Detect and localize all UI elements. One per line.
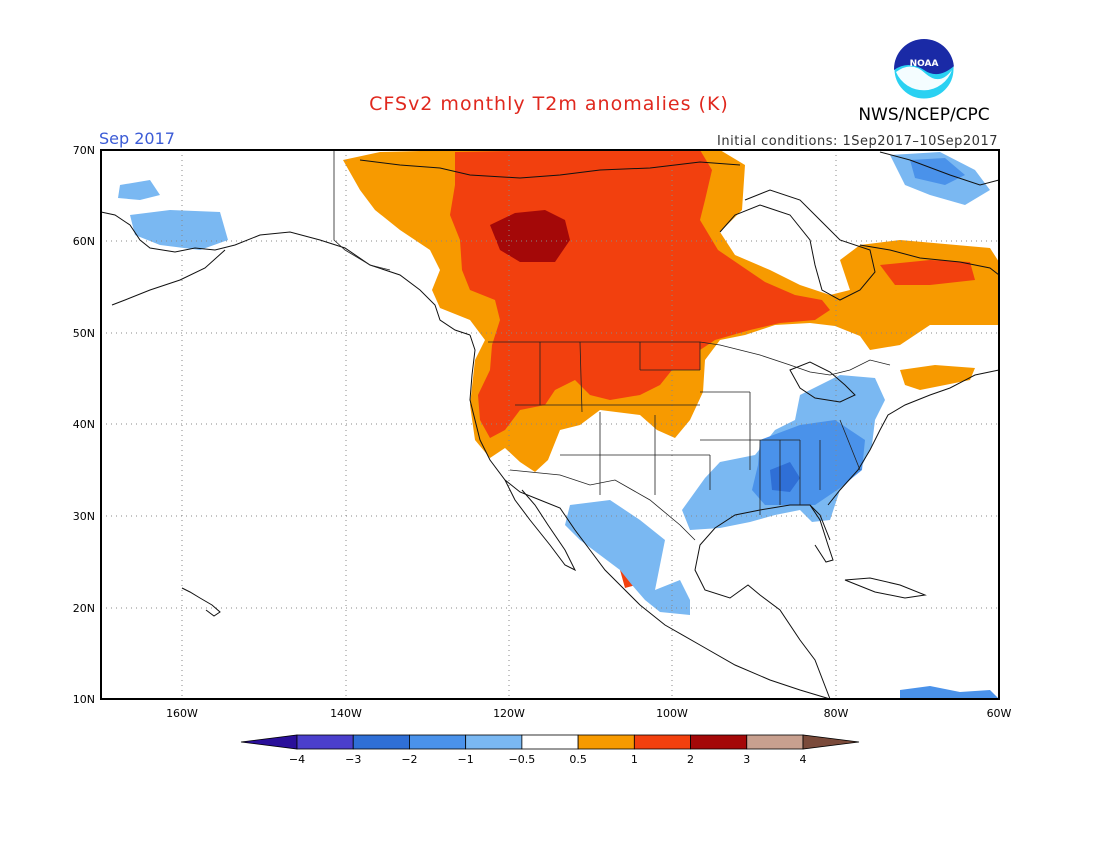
colorbar-arrow-max <box>802 734 860 750</box>
colorbar-tick-label: −1 <box>458 753 474 766</box>
map-title: CFSv2 monthly T2m anomalies (K) <box>369 93 729 115</box>
initial-conditions: Initial conditions: 1Sep2017–10Sep2017 <box>717 134 998 149</box>
lat-label: 60N <box>73 235 95 248</box>
logo-text: NOAA <box>910 59 939 69</box>
cool-anomaly-caribbean <box>900 686 999 699</box>
colorbar-tick-label: 2 <box>687 753 694 766</box>
lon-label: 100W <box>656 707 688 720</box>
greenland-coast <box>879 151 1000 186</box>
colorbar-tick-label: −3 <box>345 753 361 766</box>
colorbar-tick-label: 1 <box>631 753 638 766</box>
us-canada-border <box>488 341 891 376</box>
state-lines <box>515 341 861 515</box>
colorbar-swatch <box>521 734 579 750</box>
colorbar-swatch <box>409 734 467 750</box>
warm-anomaly-east-canada-red <box>880 260 975 285</box>
alaska-coast <box>100 211 471 336</box>
east-coast <box>827 369 1000 506</box>
warm-anomaly-east-canada <box>900 365 975 390</box>
colorbar-tick-label: 0.5 <box>569 753 587 766</box>
anomaly-fills <box>118 150 999 699</box>
cool-anomaly-southeast-core <box>770 462 800 492</box>
cool-anomaly-alaska-north <box>118 180 160 200</box>
cool-anomaly-mexico <box>565 500 690 615</box>
coastlines <box>100 151 1000 700</box>
colorbar-arrow-min <box>240 734 298 750</box>
agency-label: NWS/NCEP/CPC <box>858 105 989 125</box>
hawaii <box>181 587 221 617</box>
colorbar-tick-label: 3 <box>743 753 750 766</box>
lat-label: 50N <box>73 327 95 340</box>
lon-label: 120W <box>493 707 525 720</box>
hot-anomaly-2-3 <box>490 210 570 262</box>
colorbar-swatch <box>577 734 635 750</box>
gulf-coast <box>694 504 831 700</box>
lat-label: 20N <box>73 602 95 615</box>
lat-label: 10N <box>73 693 95 706</box>
colorbar-swatch <box>296 734 354 750</box>
colorbar-swatch <box>690 734 748 750</box>
lon-label: 140W <box>330 707 362 720</box>
valid-month: Sep 2017 <box>99 129 175 148</box>
lon-label: 160W <box>166 707 198 720</box>
cuba <box>844 577 927 599</box>
lat-label: 70N <box>73 144 95 157</box>
hudson-bay <box>719 189 876 301</box>
colorbar-tick-label: 4 <box>800 753 807 766</box>
colorbar-swatch <box>633 734 691 750</box>
political-borders <box>333 150 891 541</box>
map-area <box>100 149 1000 700</box>
lon-label: 60W <box>987 707 1012 720</box>
colorbar-tick-label: −4 <box>289 753 305 766</box>
colorbar-tick-label: −0.5 <box>509 753 536 766</box>
great-lakes <box>789 361 856 403</box>
alaska-canada-border <box>333 150 391 271</box>
arctic-coast <box>359 159 741 179</box>
lat-label: 40N <box>73 418 95 431</box>
colorbar: −4 −3 −2 −1 −0.5 0.5 1 2 3 4 <box>240 734 860 766</box>
colorbar-swatch <box>746 734 804 750</box>
colorbar-swatch <box>352 734 410 750</box>
map-frame <box>100 149 1000 700</box>
colorbar-tick-label: −2 <box>401 753 417 766</box>
us-mexico-border <box>509 469 696 541</box>
alaska-peninsula <box>111 249 226 306</box>
baja-california <box>504 479 577 572</box>
lat-label: 30N <box>73 510 95 523</box>
cool-anomaly-alaska <box>130 210 228 250</box>
latitude-labels: 70N 60N 50N 40N 30N 20N 10N <box>73 144 95 706</box>
longitude-labels: 160W 140W 120W 100W 80W 60W <box>166 707 1011 720</box>
noaa-logo: NOAA <box>893 38 955 100</box>
florida <box>809 504 834 563</box>
labrador-coast <box>859 244 1000 276</box>
colorbar-swatch <box>465 734 523 750</box>
lon-label: 80W <box>824 707 849 720</box>
west-coast <box>469 334 831 700</box>
